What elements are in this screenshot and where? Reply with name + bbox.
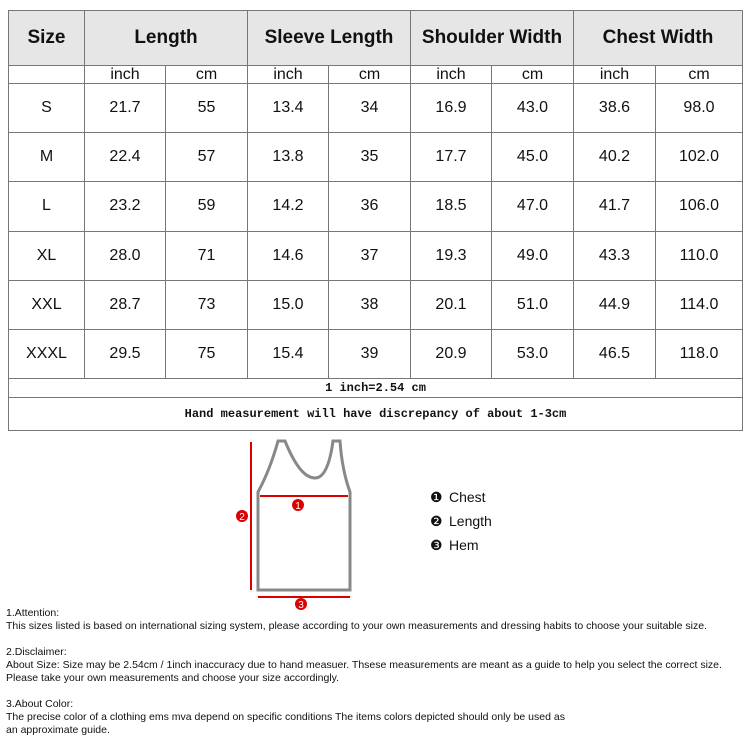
header-cell: Sleeve Length	[247, 10, 411, 66]
unit-cell: cm	[491, 65, 574, 84]
table-cell: 20.1	[410, 279, 492, 330]
table-cell: 110.0	[655, 230, 743, 281]
note-line: an approximate guide.	[6, 724, 110, 736]
table-cell: 22.4	[84, 132, 166, 183]
header-cell: Chest Width	[573, 10, 743, 66]
note-title: 2.Disclaimer:	[6, 646, 67, 658]
table-cell: S	[8, 83, 85, 134]
table-cell: 23.2	[84, 181, 166, 232]
legend-icon: ❷	[430, 513, 443, 529]
marker	[292, 499, 304, 511]
table-cell: 28.0	[84, 230, 166, 281]
table-cell: 14.6	[247, 230, 329, 281]
table-cell: 53.0	[491, 329, 574, 380]
header-cell: Size	[8, 10, 85, 66]
table-cell: 19.3	[410, 230, 492, 281]
table-cell: 38	[328, 279, 411, 330]
table-cell: 17.7	[410, 132, 492, 183]
note-title: 1.Attention:	[6, 607, 60, 619]
note-line: About Size: Size may be 2.54cm / 1inch i…	[6, 659, 722, 671]
table-cell: 29.5	[84, 329, 166, 380]
unit-cell: inch	[247, 65, 329, 84]
table-cell: XXL	[8, 279, 85, 330]
table-cell: 16.9	[410, 83, 492, 134]
table-cell: 106.0	[655, 181, 743, 232]
table-cell: 57	[165, 132, 248, 183]
table-cell: L	[8, 181, 85, 232]
table-cell: 36	[328, 181, 411, 232]
table-cell: 35	[328, 132, 411, 183]
note-line: Please take your own measurements and ch…	[6, 672, 340, 684]
table-cell: 38.6	[573, 83, 656, 134]
table-cell: 18.5	[410, 181, 492, 232]
unit-cell: inch	[410, 65, 492, 84]
table-cell: 98.0	[655, 83, 743, 134]
table-cell: 40.2	[573, 132, 656, 183]
table-cell: 14.2	[247, 181, 329, 232]
blank-cell	[8, 65, 85, 84]
table-cell: 114.0	[655, 279, 743, 330]
unit-cell: cm	[165, 65, 248, 84]
table-cell: 102.0	[655, 132, 743, 183]
table-cell: M	[8, 132, 85, 183]
legend-label: Chest	[449, 489, 486, 505]
legend-label: Hem	[449, 537, 479, 553]
table-cell: 15.4	[247, 329, 329, 380]
tank-top	[256, 439, 352, 592]
table-cell: 46.5	[573, 329, 656, 380]
legend-label: Length	[449, 513, 492, 529]
header-cell: Shoulder Width	[410, 10, 574, 66]
table-cell: 20.9	[410, 329, 492, 380]
table-cell: 21.7	[84, 83, 166, 134]
marker-label: 3	[298, 600, 304, 611]
unit-cell: cm	[655, 65, 743, 84]
table-cell: 43.0	[491, 83, 574, 134]
table-cell: 49.0	[491, 230, 574, 281]
table-cell: 118.0	[655, 329, 743, 380]
legend-icon: ❶	[430, 489, 443, 505]
table-cell: 71	[165, 230, 248, 281]
table-cell: 47.0	[491, 181, 574, 232]
table-cell: 34	[328, 83, 411, 134]
table-cell: 55	[165, 83, 248, 134]
table-cell: 13.8	[247, 132, 329, 183]
legend-icon: ❸	[430, 537, 443, 553]
table-cell: 73	[165, 279, 248, 330]
table-cell: XL	[8, 230, 85, 281]
table-cell: 45.0	[491, 132, 574, 183]
table-cell: 37	[328, 230, 411, 281]
table-cell: XXXL	[8, 329, 85, 380]
note-line: The precise color of a clothing ems mva …	[6, 711, 565, 723]
table-cell: 39	[328, 329, 411, 380]
table-cell: 28.7	[84, 279, 166, 330]
header-cell: Length	[84, 10, 248, 66]
table-cell: 51.0	[491, 279, 574, 330]
marker	[295, 598, 307, 610]
unit-cell: cm	[328, 65, 411, 84]
note-row: Hand measurement will have discrepancy o…	[8, 397, 743, 431]
note-line: This sizes listed is based on internatio…	[6, 620, 707, 632]
table-cell: 59	[165, 181, 248, 232]
table-cell: 43.3	[573, 230, 656, 281]
marker-label: 2	[239, 512, 245, 523]
table-cell: 75	[165, 329, 248, 380]
marker-label: 1	[295, 501, 301, 512]
unit-cell: inch	[84, 65, 166, 84]
marker	[236, 510, 248, 522]
table-cell: 15.0	[247, 279, 329, 330]
table-cell: 44.9	[573, 279, 656, 330]
table-cell: 13.4	[247, 83, 329, 134]
table-cell: 41.7	[573, 181, 656, 232]
unit-cell: inch	[573, 65, 656, 84]
note-title: 3.About Color:	[6, 698, 74, 710]
conversion-row: 1 inch=2.54 cm	[8, 378, 743, 398]
